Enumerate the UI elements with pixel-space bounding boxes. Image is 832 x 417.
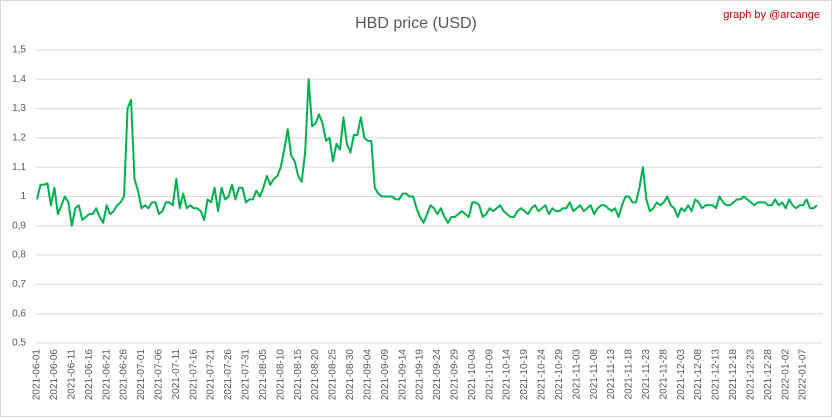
- x-tick-label: 2021-11-13: [606, 349, 617, 400]
- x-tick-label: 2021-07-31: [241, 349, 252, 401]
- y-tick-label: 1: [20, 191, 26, 202]
- x-tick-label: 2021-10-14: [502, 349, 513, 401]
- x-tick-label: 2021-11-18: [624, 349, 635, 400]
- x-tick-label: 2022-01-07: [798, 349, 809, 401]
- x-tick-label: 2021-11-03: [571, 349, 582, 400]
- y-tick-label: 1,3: [12, 103, 26, 114]
- x-tick-label: 2021-07-16: [188, 349, 199, 401]
- x-tick-label: 2021-07-01: [136, 349, 147, 401]
- x-tick-label: 2021-07-06: [154, 349, 165, 401]
- y-tick-label: 1,1: [12, 162, 26, 173]
- x-tick-label: 2021-07-21: [206, 349, 217, 401]
- y-tick-label: 0,7: [12, 279, 26, 290]
- x-tick-label: 2021-06-16: [84, 349, 95, 401]
- x-tick-label: 2021-12-08: [693, 349, 704, 401]
- x-tick-label: 2021-08-10: [275, 349, 286, 401]
- x-tick-label: 2021-12-03: [676, 349, 687, 401]
- x-tick-label: 2021-08-05: [258, 349, 269, 401]
- price-line: [36, 78, 818, 227]
- x-tick-label: 2021-07-11: [171, 349, 182, 400]
- x-tick-label: 2021-06-21: [101, 349, 112, 401]
- x-tick-label: 2021-06-11: [66, 349, 77, 400]
- x-tick-label: 2021-12-18: [728, 349, 739, 401]
- chart-title: HBD price (USD): [355, 15, 477, 32]
- x-tick-label: 2021-08-30: [345, 349, 356, 401]
- x-tick-label: 2021-09-04: [362, 349, 373, 401]
- y-tick-label: 0,5: [12, 338, 26, 349]
- x-tick-label: 2021-07-26: [223, 349, 234, 401]
- x-tick-label: 2021-06-26: [119, 349, 130, 401]
- y-tick-label: 0,6: [12, 308, 26, 319]
- x-tick-label: 2021-09-29: [449, 349, 460, 401]
- x-tick-label: 2021-10-29: [554, 349, 565, 401]
- y-tick-label: 1,5: [12, 45, 26, 56]
- y-tick-label: 1,2: [12, 133, 26, 144]
- x-tick-label: 2021-09-09: [380, 349, 391, 401]
- x-tick-label: 2021-11-08: [589, 349, 600, 400]
- annotation: graph by @arcange: [723, 9, 820, 21]
- y-tick-label: 0,8: [12, 250, 26, 261]
- x-tick-label: 2021-09-19: [415, 349, 426, 401]
- x-tick-label: 2021-10-24: [537, 349, 548, 401]
- x-tick-label: 2021-08-15: [293, 349, 304, 401]
- x-tick-label: 2021-12-28: [763, 349, 774, 401]
- x-tick-label: 2021-09-24: [432, 349, 443, 401]
- x-tick-label: 2021-08-25: [328, 349, 339, 401]
- x-tick-label: 2021-10-09: [484, 349, 495, 401]
- x-tick-label: 2022-01-02: [780, 349, 791, 401]
- x-tick-label: 2021-06-01: [32, 349, 43, 401]
- x-tick-label: 2021-10-04: [467, 349, 478, 401]
- x-tick-label: 2021-08-20: [310, 349, 321, 401]
- x-tick-label: 2021-11-28: [658, 349, 669, 400]
- y-tick-label: 0,9: [12, 220, 26, 231]
- y-tick-label: 1,4: [12, 74, 26, 85]
- x-tick-label: 2021-09-14: [397, 349, 408, 401]
- x-tick-label: 2021-12-23: [745, 349, 756, 401]
- x-tick-label: 2021-10-19: [519, 349, 530, 401]
- x-tick-label: 2021-11-23: [641, 349, 652, 400]
- x-tick-label: 2021-12-13: [711, 349, 722, 401]
- x-tick-label: 2021-06-06: [49, 349, 60, 401]
